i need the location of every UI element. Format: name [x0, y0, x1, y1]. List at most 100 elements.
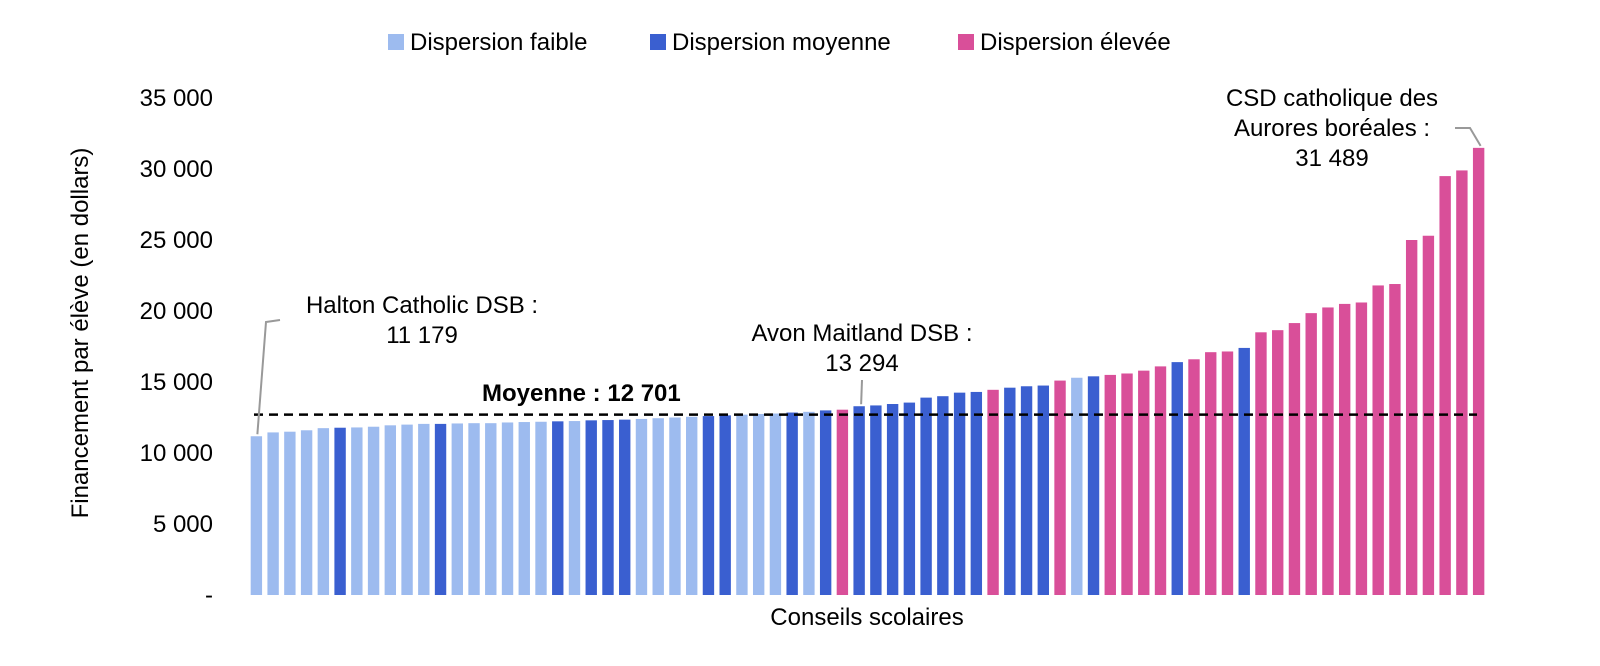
bar-moyenne: [702, 416, 715, 595]
y-tick-label: -: [205, 582, 213, 609]
bar-faible: [267, 432, 279, 595]
bar-elevee: [1121, 373, 1133, 595]
legend-label-moyenne: Dispersion moyenne: [672, 29, 891, 56]
bar-moyenne: [903, 402, 916, 595]
bar-faible: [518, 422, 530, 595]
bar-moyenne: [1087, 376, 1100, 595]
bar-elevee: [1054, 380, 1066, 595]
bar-faible: [284, 431, 296, 595]
bar-elevee: [1389, 284, 1401, 595]
bar-elevee: [1355, 302, 1368, 595]
bar-moyenne: [585, 420, 597, 595]
bar-moyenne: [786, 412, 798, 595]
bar-elevee: [1338, 303, 1351, 595]
bar-moyenne: [334, 427, 346, 595]
bar-moyenne: [1238, 347, 1250, 595]
y-tick-label: 5 000: [153, 511, 213, 538]
bar-faible: [686, 416, 698, 595]
bar-moyenne: [434, 423, 447, 595]
mean-label: Moyenne : 12 701: [482, 380, 681, 407]
annotation-label: Avon Maitland DSB :13 294: [751, 320, 972, 377]
legend-label-faible: Dispersion faible: [410, 29, 587, 56]
bar-elevee: [1372, 285, 1384, 595]
bar-moyenne: [552, 421, 564, 595]
bar-faible: [803, 411, 815, 595]
y-tick-label: 35 000: [140, 85, 213, 112]
bar-faible: [250, 436, 263, 595]
bar-moyenne: [853, 406, 865, 595]
legend: Dispersion faible Dispersion moyenne Dis…: [388, 29, 1171, 56]
bar-moyenne: [953, 392, 966, 595]
bar-moyenne: [937, 396, 949, 595]
bar-faible: [300, 430, 313, 595]
bar-faible: [468, 423, 480, 595]
y-axis-ticks: - 5 000 10 000 15 000 20 000 25 000 30 000 35 0…: [140, 85, 213, 609]
bar-faible: [652, 418, 664, 595]
y-tick-label: 10 000: [140, 440, 213, 467]
bar-elevee: [1205, 352, 1217, 595]
bar-elevee: [836, 409, 849, 595]
bars: [250, 147, 1485, 596]
bar-faible: [568, 421, 581, 595]
bar-moyenne: [602, 420, 614, 595]
bar-elevee: [1272, 330, 1284, 595]
annotation-leader-line: [256, 319, 281, 435]
bar-elevee: [1405, 240, 1418, 595]
bar-moyenne: [819, 410, 832, 595]
annotation-label: CSD catholique des Aurores boréales :31 4…: [1226, 85, 1438, 172]
annotation-leader-line: [860, 379, 863, 405]
bar-elevee: [1305, 313, 1317, 595]
bar-elevee: [1322, 307, 1334, 595]
bar-moyenne: [970, 391, 983, 595]
bar-moyenne: [1020, 386, 1033, 595]
bar-faible: [451, 423, 463, 595]
bar-elevee: [1154, 366, 1167, 595]
bar-elevee: [1439, 176, 1451, 595]
annotation-leader-line: [1455, 127, 1482, 147]
bar-faible: [317, 428, 330, 595]
y-tick-label: 25 000: [140, 227, 213, 254]
bar-moyenne: [920, 397, 932, 595]
y-axis-title: Financement par élève (en dollars): [67, 148, 94, 519]
legend-swatch-faible: [388, 34, 404, 50]
bar-faible: [501, 422, 514, 595]
x-axis-title: Conseils scolaires: [770, 604, 963, 631]
bar-faible: [736, 414, 748, 595]
bar-elevee: [1288, 323, 1301, 595]
y-tick-label: 30 000: [140, 156, 213, 183]
bar-moyenne: [1037, 385, 1049, 595]
annotations: Halton Catholic DSB :11 179 Avon Maitland…: [256, 85, 1482, 435]
bar-faible: [535, 421, 547, 595]
bar-elevee: [1188, 359, 1200, 595]
bar-elevee: [987, 389, 999, 595]
bar-moyenne: [619, 419, 631, 595]
bar-elevee: [1104, 374, 1116, 595]
bar-moyenne: [719, 415, 731, 595]
bar-faible: [418, 423, 430, 595]
bar-faible: [384, 425, 397, 595]
mean-line-group: Moyenne : 12 701: [254, 380, 1477, 416]
bar-moyenne: [886, 404, 899, 595]
legend-swatch-moyenne: [650, 34, 666, 50]
bar-faible: [367, 426, 380, 595]
bar-elevee: [1472, 147, 1485, 596]
bar-elevee: [1456, 170, 1468, 596]
bar-elevee: [1255, 332, 1267, 595]
legend-label-elevee: Dispersion élevée: [980, 29, 1171, 56]
bar-faible: [1071, 377, 1083, 595]
bar-elevee: [1138, 370, 1150, 595]
annotation-label: Halton Catholic DSB :11 179: [306, 292, 538, 349]
bar-elevee: [1221, 351, 1234, 595]
bar-moyenne: [1171, 362, 1183, 595]
bar-faible: [635, 418, 648, 595]
y-tick-label: 15 000: [140, 369, 213, 396]
bar-faible: [401, 424, 413, 595]
legend-swatch-elevee: [958, 34, 974, 50]
bar-faible: [769, 413, 782, 595]
bar-faible: [485, 423, 497, 595]
bar-faible: [351, 427, 363, 595]
bar-moyenne: [1004, 387, 1016, 595]
bar-faible: [669, 417, 681, 595]
